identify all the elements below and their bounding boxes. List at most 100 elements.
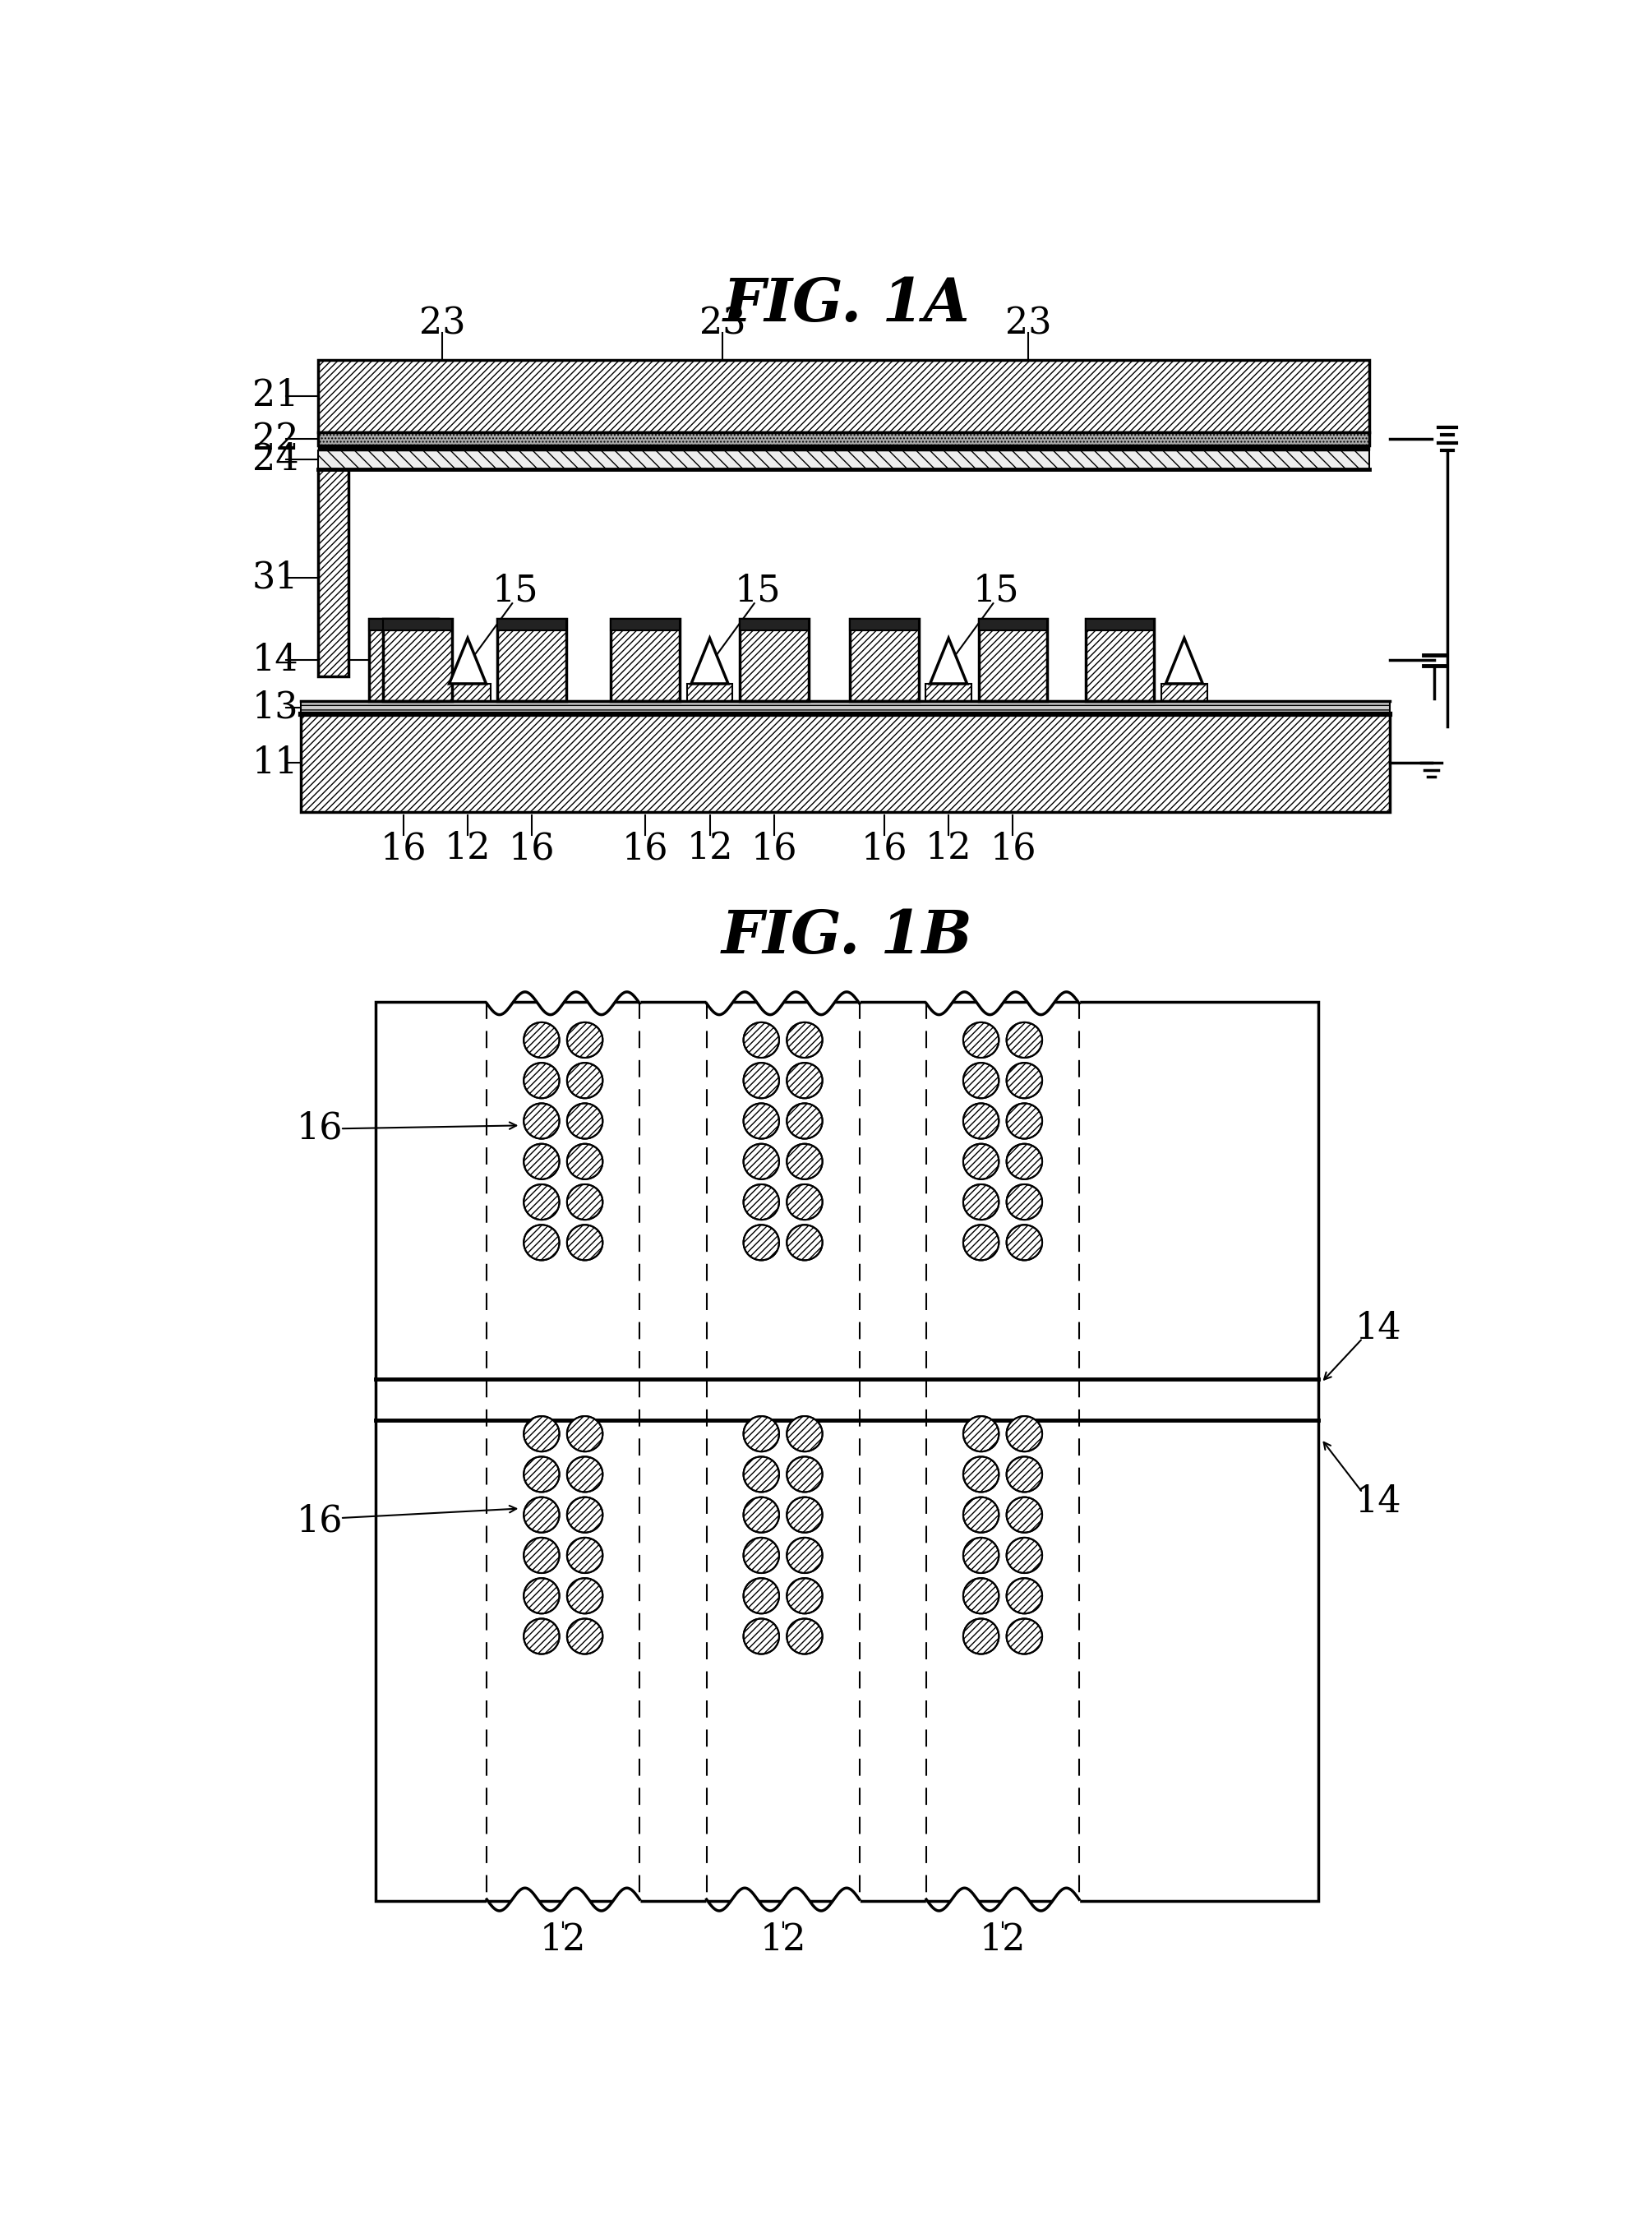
- Circle shape: [786, 1226, 823, 1259]
- Text: 12: 12: [687, 831, 733, 866]
- Polygon shape: [691, 639, 729, 683]
- Text: 15: 15: [733, 574, 781, 607]
- Text: 23: 23: [1004, 306, 1051, 342]
- Bar: [375, 1003, 1318, 1900]
- Bar: [317, 469, 349, 677]
- Text: 16: 16: [861, 831, 907, 866]
- Circle shape: [743, 1103, 780, 1139]
- Circle shape: [1006, 1579, 1042, 1614]
- Circle shape: [963, 1023, 999, 1058]
- Text: FIG. 1A: FIG. 1A: [724, 275, 970, 335]
- Circle shape: [963, 1539, 999, 1572]
- Circle shape: [743, 1456, 780, 1492]
- Circle shape: [743, 1619, 780, 1655]
- Text: 12: 12: [444, 831, 491, 866]
- Circle shape: [524, 1063, 560, 1099]
- Bar: [301, 701, 1389, 715]
- Text: 21: 21: [253, 377, 299, 413]
- Circle shape: [524, 1539, 560, 1572]
- Circle shape: [1006, 1619, 1042, 1655]
- Circle shape: [567, 1023, 603, 1058]
- Circle shape: [567, 1619, 603, 1655]
- Bar: [317, 360, 1370, 433]
- Text: 23: 23: [699, 306, 745, 342]
- Circle shape: [963, 1496, 999, 1532]
- Circle shape: [743, 1226, 780, 1259]
- Bar: [368, 619, 438, 701]
- Circle shape: [786, 1496, 823, 1532]
- Circle shape: [743, 1579, 780, 1614]
- Circle shape: [963, 1143, 999, 1179]
- Circle shape: [1006, 1539, 1042, 1572]
- Circle shape: [963, 1226, 999, 1259]
- Circle shape: [786, 1023, 823, 1058]
- Circle shape: [743, 1496, 780, 1532]
- Circle shape: [786, 1063, 823, 1099]
- Polygon shape: [930, 639, 966, 683]
- Circle shape: [567, 1416, 603, 1451]
- Text: 14: 14: [253, 643, 299, 679]
- Circle shape: [1006, 1023, 1042, 1058]
- Circle shape: [567, 1456, 603, 1492]
- Text: 15: 15: [492, 574, 539, 607]
- Bar: [444, 683, 491, 701]
- Text: 16: 16: [750, 831, 798, 866]
- Circle shape: [963, 1579, 999, 1614]
- Circle shape: [1006, 1496, 1042, 1532]
- Text: 16: 16: [297, 1110, 344, 1146]
- Circle shape: [963, 1183, 999, 1219]
- Circle shape: [524, 1496, 560, 1532]
- Bar: [849, 619, 919, 630]
- Text: 24: 24: [253, 442, 299, 478]
- Text: 23: 23: [420, 306, 466, 342]
- Circle shape: [1006, 1063, 1042, 1099]
- Bar: [497, 619, 567, 630]
- Circle shape: [743, 1143, 780, 1179]
- Circle shape: [524, 1143, 560, 1179]
- Circle shape: [786, 1103, 823, 1139]
- Bar: [383, 619, 451, 701]
- Circle shape: [524, 1456, 560, 1492]
- Circle shape: [1006, 1183, 1042, 1219]
- Bar: [611, 619, 679, 630]
- Bar: [368, 619, 438, 630]
- Circle shape: [743, 1183, 780, 1219]
- Bar: [978, 619, 1047, 630]
- Circle shape: [786, 1579, 823, 1614]
- Circle shape: [963, 1619, 999, 1655]
- Bar: [849, 619, 919, 701]
- Circle shape: [743, 1063, 780, 1099]
- Text: 14: 14: [1355, 1485, 1403, 1521]
- Circle shape: [963, 1416, 999, 1451]
- Circle shape: [567, 1539, 603, 1572]
- Circle shape: [963, 1063, 999, 1099]
- Text: 13: 13: [253, 690, 299, 726]
- Bar: [317, 444, 1370, 451]
- Bar: [740, 619, 808, 701]
- Circle shape: [524, 1416, 560, 1451]
- Circle shape: [567, 1579, 603, 1614]
- Bar: [317, 433, 1370, 444]
- Circle shape: [743, 1023, 780, 1058]
- Circle shape: [567, 1143, 603, 1179]
- Text: 12: 12: [980, 1923, 1026, 1958]
- Bar: [383, 619, 451, 630]
- Text: 12: 12: [540, 1923, 586, 1958]
- Bar: [301, 715, 1389, 813]
- Circle shape: [786, 1183, 823, 1219]
- Bar: [687, 683, 732, 701]
- Text: 11: 11: [253, 746, 299, 782]
- Bar: [1085, 619, 1155, 630]
- Circle shape: [743, 1416, 780, 1451]
- Circle shape: [1006, 1226, 1042, 1259]
- Circle shape: [567, 1103, 603, 1139]
- Bar: [925, 683, 971, 701]
- Circle shape: [567, 1183, 603, 1219]
- Circle shape: [524, 1579, 560, 1614]
- Circle shape: [786, 1456, 823, 1492]
- Bar: [740, 619, 808, 630]
- Circle shape: [1006, 1143, 1042, 1179]
- Circle shape: [963, 1103, 999, 1139]
- Bar: [1161, 683, 1208, 701]
- Text: 31: 31: [253, 560, 299, 596]
